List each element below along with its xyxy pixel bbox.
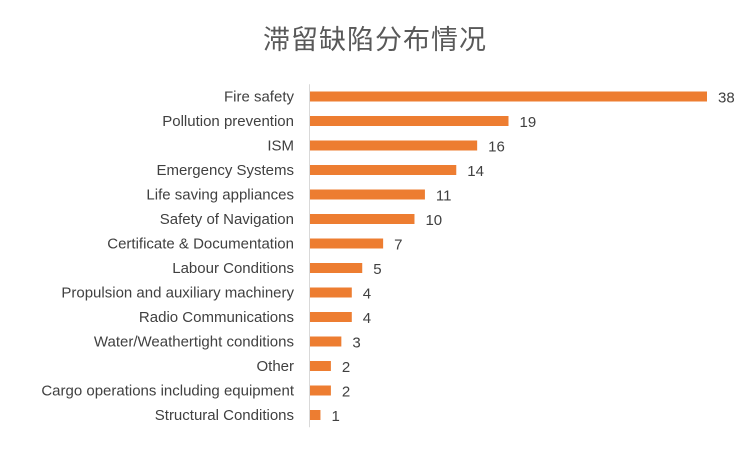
value-label: 2 [342,359,350,376]
value-label: 10 [425,212,442,229]
bar [310,214,415,224]
bar [310,287,352,298]
value-label: 2 [342,384,350,401]
category-label: Cargo operations including equipment [41,383,294,400]
value-label: 4 [363,310,371,327]
category-label: Safety of Navigation [160,211,294,228]
category-label: Radio Communications [139,309,294,326]
category-labels-group: Fire safety Pollution prevention ISM Emerge… [41,89,294,425]
value-label: 16 [488,139,505,156]
value-label: 14 [467,163,484,180]
bar [310,116,509,126]
chart-title: 滞留缺陷分布情况 [263,25,487,56]
value-label: 1 [331,408,339,425]
bar [310,263,363,273]
category-label: ISM [267,138,294,155]
category-label: Structural Conditions [155,407,294,424]
value-label: 4 [363,286,371,303]
category-label: Life saving appliances [146,187,294,204]
category-label: Propulsion and auxiliary machinery [61,285,294,302]
bar [310,385,331,396]
value-label: 3 [352,335,360,352]
bar [310,410,321,420]
value-label: 5 [373,261,381,278]
bar [310,165,457,175]
bars-group [310,91,707,420]
bar [310,361,331,371]
category-label: Emergency Systems [156,162,294,179]
category-label: Pollution prevention [162,113,294,130]
bar [310,336,342,347]
category-label: Fire safety [224,89,295,106]
value-label: 19 [520,114,537,131]
bar [310,189,425,200]
value-label: 7 [394,237,402,254]
value-label: 11 [436,188,452,205]
category-label: Water/Weathertight conditions [94,334,294,351]
bar [310,91,707,102]
category-label: Labour Conditions [172,260,294,277]
bar [310,312,352,322]
category-label: Other [256,358,294,375]
value-label: 38 [718,90,735,107]
bar [310,238,384,249]
category-label: Certificate & Documentation [107,236,294,253]
bar [310,140,478,151]
